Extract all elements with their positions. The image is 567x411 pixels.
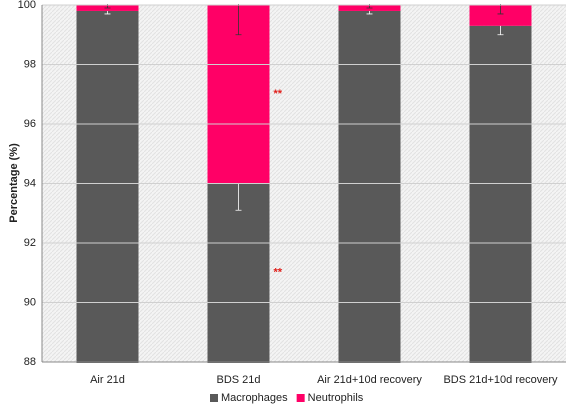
bar-segment xyxy=(76,10,139,363)
bar-segment xyxy=(338,10,401,363)
y-tick-label: 90 xyxy=(24,296,36,308)
legend-label: Macrophages xyxy=(221,392,288,404)
significance-label: ** xyxy=(274,88,283,100)
x-tick-label: Air 21d xyxy=(90,374,125,386)
x-tick-label: BDS 21d+10d recovery xyxy=(443,374,558,386)
bar-segment xyxy=(469,5,532,26)
y-tick-label: 92 xyxy=(24,237,36,249)
y-tick-label: 98 xyxy=(24,58,36,70)
legend-label: Neutrophils xyxy=(308,392,364,404)
x-tick-label: BDS 21d xyxy=(216,374,260,386)
y-tick-label: 94 xyxy=(24,177,36,189)
significance-label: ** xyxy=(274,267,283,279)
y-tick-label: 88 xyxy=(24,356,36,368)
legend-swatch xyxy=(210,394,218,402)
y-tick-label: 100 xyxy=(18,0,36,11)
x-tick-label: Air 21d+10d recovery xyxy=(317,374,422,386)
legend-swatch xyxy=(296,394,305,402)
y-tick-label: 96 xyxy=(24,118,36,130)
bar-segment xyxy=(469,25,532,363)
y-axis-label: Percentage (%) xyxy=(8,143,20,223)
plot xyxy=(76,4,532,363)
bar-segment xyxy=(207,183,270,363)
